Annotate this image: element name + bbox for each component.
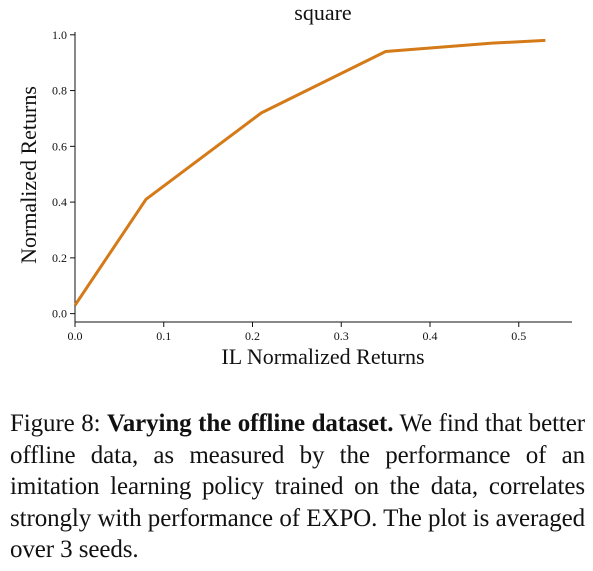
y-tick-label: 0.8: [52, 84, 67, 98]
y-tick-label: 0.2: [52, 251, 67, 265]
y-axis-label: Normalized Returns: [16, 86, 41, 264]
caption-text: We find that better offline data, as mea…: [10, 410, 585, 563]
y-ticks: 0.0 0.2 0.4 0.6 0.8 1.0: [52, 28, 75, 321]
x-tick-label: 0.5: [511, 329, 526, 343]
series-group: [73, 38, 546, 307]
x-tick-label: 0.4: [423, 329, 438, 343]
x-tick-label: 0.0: [68, 329, 83, 343]
line-chart: square 0.0 0.1 0.2 0.3 0.4 0.5 0.00.20.40.60.…: [16, 0, 572, 369]
series-line: [73, 38, 546, 307]
x-tick-label: 0.1: [156, 329, 171, 343]
x-axis-label: IL Normalized Returns: [221, 344, 424, 369]
x-tick-label: 0.3: [334, 329, 349, 343]
chart-title: square: [294, 0, 351, 25]
y-tick-label: 0.0: [52, 307, 67, 321]
y-tick-label: 0.6: [52, 139, 67, 153]
caption-label: Figure 8:: [10, 410, 101, 437]
figure-caption: Figure 8: Varying the offline dataset. W…: [10, 408, 585, 566]
y-tick-label: 0.4: [52, 195, 67, 209]
x-ticks: 0.0 0.1 0.2 0.3 0.4 0.5: [68, 322, 526, 343]
x-tick-label: 0.2: [245, 329, 260, 343]
axes: [74, 32, 572, 323]
y-tick-label: 1.0: [52, 28, 67, 42]
caption-bold: Varying the offline dataset.: [107, 410, 394, 437]
